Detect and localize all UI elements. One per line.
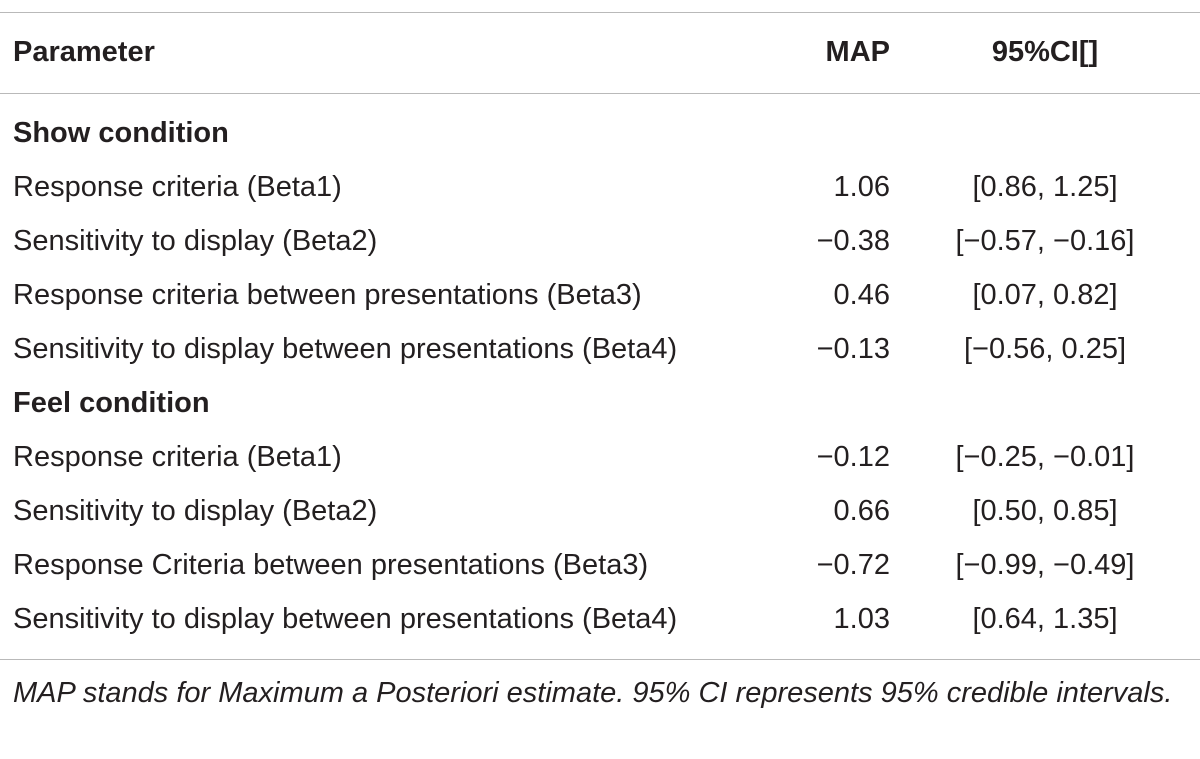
bottom-rule bbox=[0, 659, 1200, 660]
cell-map: 1.03 bbox=[833, 603, 890, 635]
table-row: Sensitivity to display between presentat… bbox=[0, 322, 1200, 376]
cell-parameter: Response criteria (Beta1) bbox=[13, 441, 342, 473]
cell-ci: [−0.57, −0.16] bbox=[955, 225, 1135, 257]
cell-map: −0.12 bbox=[816, 441, 890, 473]
cell-ci: [0.64, 1.35] bbox=[972, 603, 1118, 635]
cell-ci: [0.50, 0.85] bbox=[972, 495, 1118, 527]
table-row: Response criteria (Beta1) −0.12 [−0.25, … bbox=[0, 430, 1200, 484]
header-row: Parameter MAP 95%CI[] bbox=[0, 25, 1200, 79]
header-ci: 95%CI[] bbox=[991, 36, 1099, 68]
cell-parameter: Response Criteria between presentations … bbox=[13, 549, 649, 581]
cell-map: 0.66 bbox=[833, 495, 890, 527]
cell-map: 1.06 bbox=[833, 171, 890, 203]
table-row: Response criteria (Beta1) 1.06 [0.86, 1.… bbox=[0, 160, 1200, 214]
table-row: Response Criteria between presentations … bbox=[0, 538, 1200, 592]
section-title-feel: Feel condition bbox=[13, 387, 210, 419]
cell-parameter: Response criteria between presentations … bbox=[13, 279, 642, 311]
cell-map: −0.72 bbox=[816, 549, 890, 581]
cell-map: 0.46 bbox=[833, 279, 890, 311]
cell-ci: [−0.56, 0.25] bbox=[963, 333, 1127, 365]
cell-map: −0.38 bbox=[816, 225, 890, 257]
cell-parameter: Sensitivity to display (Beta2) bbox=[13, 225, 378, 257]
header-rule bbox=[0, 93, 1200, 94]
table-row: Response criteria between presentations … bbox=[0, 268, 1200, 322]
cell-parameter: Sensitivity to display between presentat… bbox=[13, 333, 678, 365]
cell-map: −0.13 bbox=[816, 333, 890, 365]
header-parameter: Parameter bbox=[13, 36, 155, 68]
cell-ci: [−0.99, −0.49] bbox=[955, 549, 1135, 581]
cell-parameter: Sensitivity to display (Beta2) bbox=[13, 495, 378, 527]
section-title-show: Show condition bbox=[13, 117, 229, 149]
cell-parameter: Response criteria (Beta1) bbox=[13, 171, 342, 203]
section-title-row: Feel condition bbox=[0, 376, 1200, 430]
table-footnote: MAP stands for Maximum a Posteriori esti… bbox=[13, 677, 1173, 709]
cell-ci: [0.86, 1.25] bbox=[972, 171, 1118, 203]
top-rule bbox=[0, 12, 1200, 13]
table-row: Sensitivity to display between presentat… bbox=[0, 592, 1200, 646]
cell-ci: [0.07, 0.82] bbox=[972, 279, 1118, 311]
header-map: MAP bbox=[825, 36, 890, 68]
cell-parameter: Sensitivity to display between presentat… bbox=[13, 603, 678, 635]
section-title-row: Show condition bbox=[0, 106, 1200, 160]
table-row: Sensitivity to display (Beta2) −0.38 [−0… bbox=[0, 214, 1200, 268]
table-row: Sensitivity to display (Beta2) 0.66 [0.5… bbox=[0, 484, 1200, 538]
cell-ci: [−0.25, −0.01] bbox=[955, 441, 1135, 473]
